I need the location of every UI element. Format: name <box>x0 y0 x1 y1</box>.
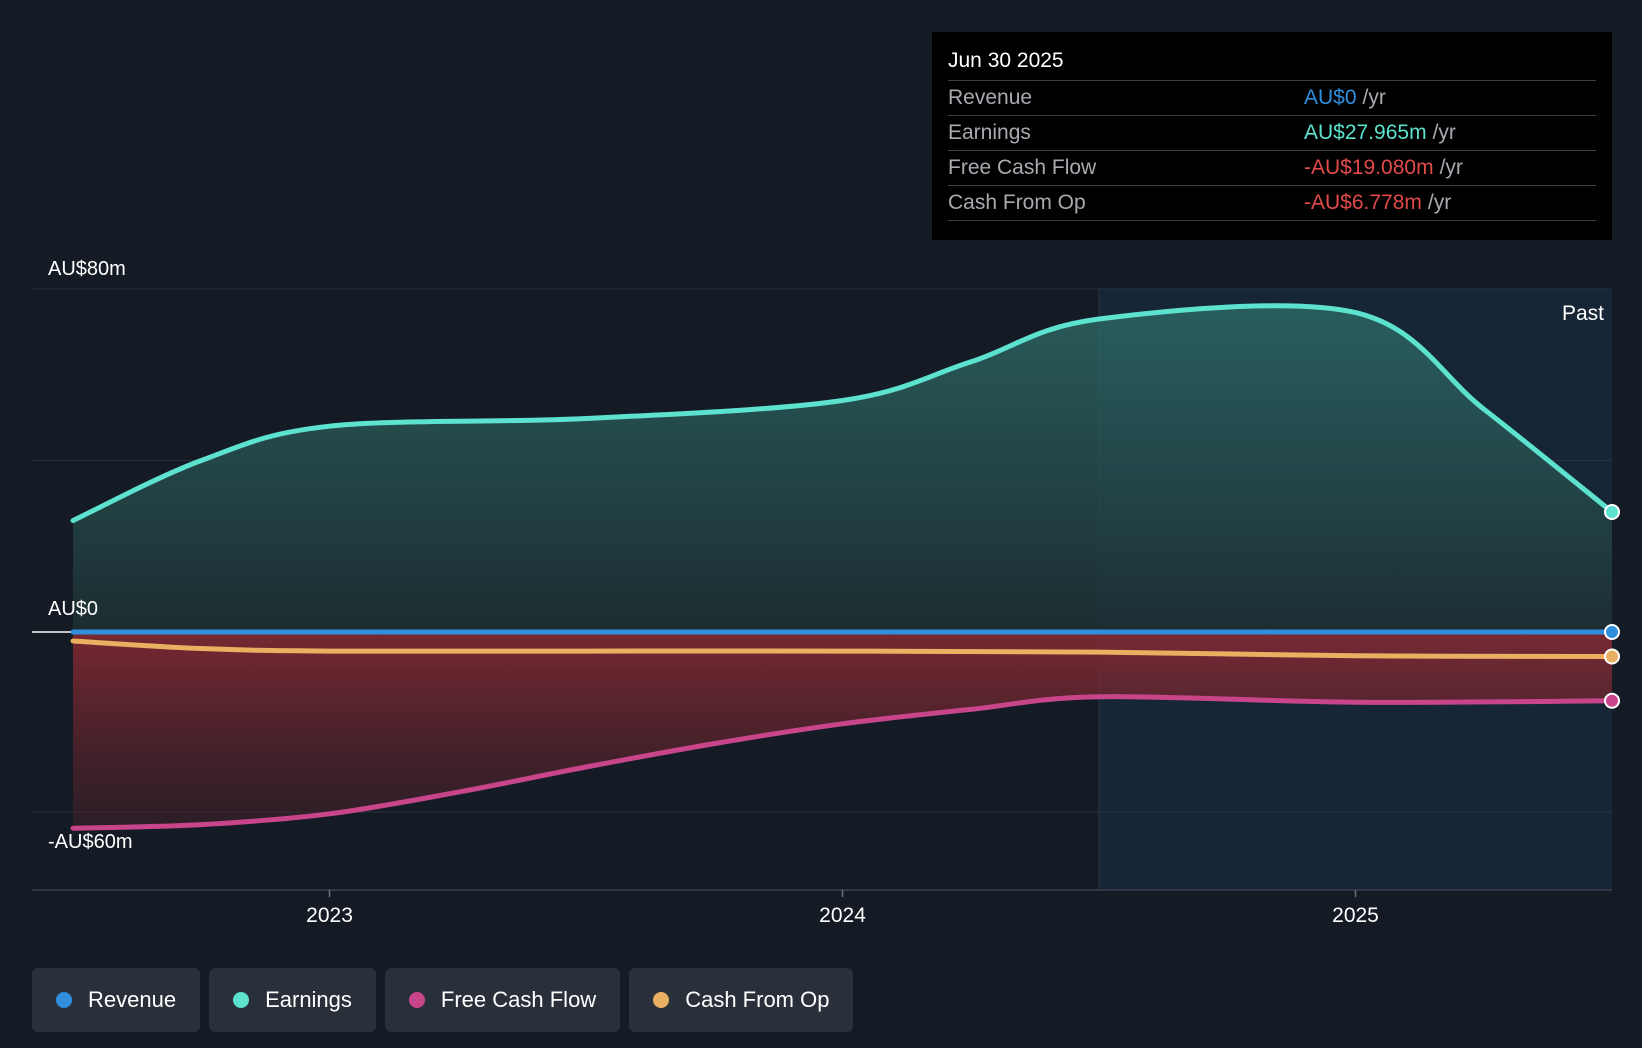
tooltip-row-free-cash-flow: Free Cash Flow -AU$19.080m /yr <box>948 150 1596 185</box>
legend-label: Cash From Op <box>685 987 830 1012</box>
cash-from-op-line <box>70 638 1615 659</box>
earnings-area <box>73 305 1613 632</box>
x-tick-label: 2025 <box>1332 904 1379 927</box>
legend-item-earnings[interactable]: Earnings <box>209 968 376 1032</box>
free-cash-flow-dot-icon <box>408 992 425 1008</box>
tooltip-row-earnings: Earnings AU$27.965m /yr <box>948 115 1596 150</box>
tooltip-unit: /yr <box>1362 86 1386 109</box>
x-axis: 2023 2024 2025 <box>306 890 1379 927</box>
earnings-endpoint <box>1604 503 1620 520</box>
past-label: Past <box>1562 302 1604 325</box>
legend-label: Free Cash Flow <box>440 987 597 1012</box>
y-axis-label: AU$0 <box>48 598 98 620</box>
tooltip-value: -AU$6.778m <box>1304 191 1422 214</box>
y-axis-label: -AU$60m <box>48 831 132 853</box>
y-axis-label: AU$80m <box>48 258 126 280</box>
tooltip-unit: /yr <box>1439 156 1463 179</box>
earnings-dot-icon <box>233 992 250 1008</box>
series-endpoints <box>1604 503 1620 709</box>
tooltip-label: Revenue <box>948 86 1033 109</box>
legend: Revenue Earnings Free Cash Flow Cash Fro… <box>32 968 854 1032</box>
legend-item-free-cash-flow[interactable]: Free Cash Flow <box>384 968 621 1032</box>
tooltip-label: Earnings <box>948 121 1031 144</box>
tooltip-value: -AU$19.080m <box>1304 156 1434 179</box>
cash-from-op-dot-icon <box>653 992 670 1008</box>
tooltip-unit: /yr <box>1432 121 1456 144</box>
tooltip-label: Cash From Op <box>948 191 1086 214</box>
series-lines <box>70 303 1615 831</box>
tooltip-row-cash-from-op: Cash From Op -AU$6.778m /yr <box>948 185 1596 221</box>
legend-item-cash-from-op[interactable]: Cash From Op <box>629 968 854 1032</box>
earnings-line <box>70 303 1615 524</box>
tooltip-row-revenue: Revenue AU$0 /yr <box>948 80 1596 115</box>
tooltip-label: Free Cash Flow <box>948 156 1097 179</box>
y-axis-labels: AU$80m AU$0 -AU$60m <box>48 258 132 853</box>
tooltip-value: AU$27.965m <box>1304 121 1427 144</box>
tooltip-value: AU$0 <box>1304 86 1357 109</box>
x-tick-label: 2023 <box>306 904 353 927</box>
revenue-endpoint <box>1604 624 1620 640</box>
tooltip: Jun 30 2025 Revenue AU$0 /yr Earnings AU… <box>932 32 1612 240</box>
revenue-dot-icon <box>56 992 72 1008</box>
legend-label: Earnings <box>265 987 352 1012</box>
free-cash-flow-line <box>70 694 1615 831</box>
areas <box>73 305 1613 829</box>
free-cash-flow-endpoint <box>1604 692 1620 709</box>
tooltip-unit: /yr <box>1427 191 1452 214</box>
free-cash-flow-area <box>73 632 1613 829</box>
x-tick-label: 2024 <box>819 904 866 927</box>
cash-from-op-endpoint <box>1604 648 1620 665</box>
legend-item-revenue[interactable]: Revenue <box>32 968 201 1032</box>
tooltip-date: Jun 30 2025 <box>948 49 1064 72</box>
legend-label: Revenue <box>88 987 177 1012</box>
